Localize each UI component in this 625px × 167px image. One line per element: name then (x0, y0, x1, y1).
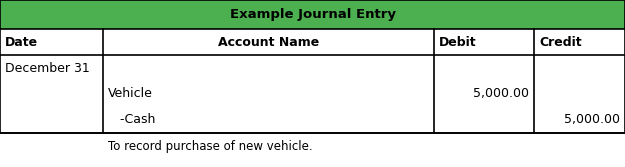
Text: Date: Date (5, 36, 38, 49)
Text: 5,000.00: 5,000.00 (564, 113, 620, 126)
Bar (0, 0, 625, 133)
Bar (0, 0, 625, 29)
Text: Example Journal Entry: Example Journal Entry (229, 8, 396, 21)
Text: -Cash: -Cash (108, 113, 156, 126)
Text: Account Name: Account Name (218, 36, 319, 49)
Text: To record purchase of new vehicle.: To record purchase of new vehicle. (108, 140, 312, 153)
Text: Debit: Debit (439, 36, 477, 49)
Text: Credit: Credit (539, 36, 582, 49)
Text: 5,000.00: 5,000.00 (473, 88, 529, 100)
Text: Vehicle: Vehicle (108, 88, 153, 100)
Text: December 31: December 31 (5, 62, 90, 74)
